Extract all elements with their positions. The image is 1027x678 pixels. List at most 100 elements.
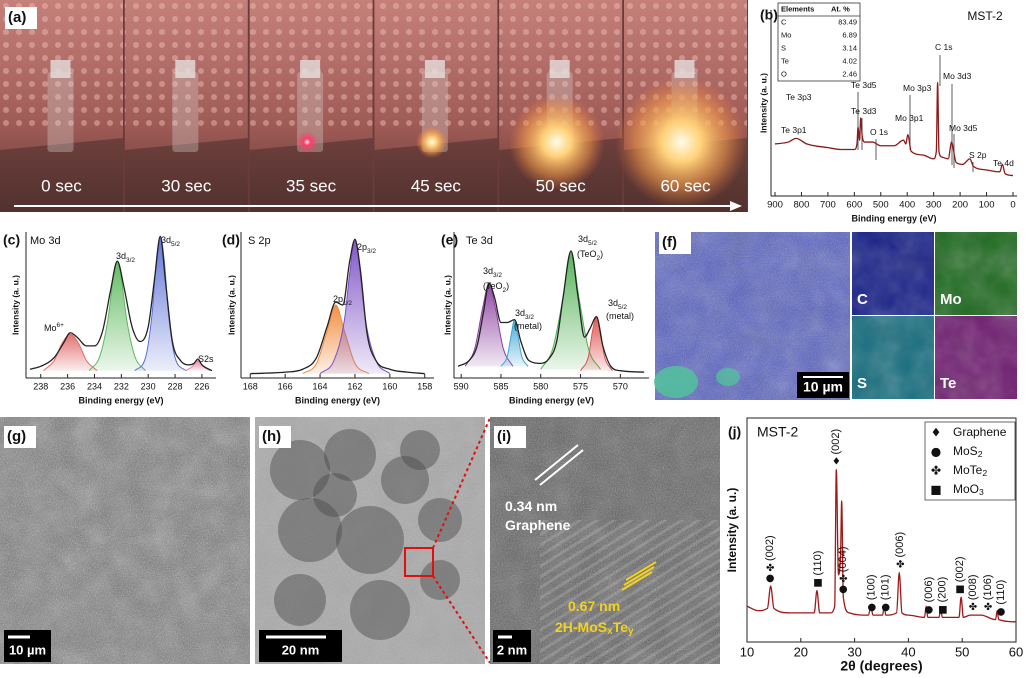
peak-marker: ● (997, 607, 1006, 618)
panel-label: (i) (497, 428, 511, 445)
subscript: 5/2 (588, 240, 597, 247)
text-part: Te 4d (993, 158, 1014, 168)
x-tick-label: 580 (533, 381, 548, 391)
text-part: 3d (161, 235, 171, 245)
legend-frame (924, 421, 1016, 501)
plot-frame (746, 417, 1017, 643)
time-label: 50 sec (536, 176, 587, 195)
legend-label: MoO3 (953, 482, 984, 497)
peak-annotation: 3d5/2 (578, 234, 597, 246)
subscript: x (607, 626, 613, 637)
text-part: S2s (198, 354, 214, 364)
text-part: MoTe (953, 463, 983, 477)
spectrum-line (746, 468, 1017, 623)
table-cell: S (781, 43, 786, 52)
x-tick-label: 236 (60, 381, 75, 391)
peak-area (185, 360, 210, 371)
peak-area (302, 305, 369, 374)
fringe-marker (621, 571, 653, 591)
x-tick-label: 50 (955, 644, 969, 659)
peak-marker: ✤ (896, 560, 904, 571)
peak-annotation: Mo 3d5 (949, 123, 978, 133)
nanoparticle (381, 456, 429, 504)
x-axis-label: Binding energy (eV) (78, 395, 163, 405)
peak-area (320, 239, 390, 374)
text-part: 0.34 nm (505, 498, 557, 514)
text-part: Mo 3d5 (949, 123, 978, 133)
subscript: 3 (979, 487, 984, 497)
peak-label: (200) (937, 577, 949, 603)
peak-annotation: O 1s (870, 127, 888, 137)
panel-label-box (494, 426, 526, 448)
peak-marker: ■ (938, 604, 947, 615)
x-tick-label: 500 (873, 200, 889, 211)
x-tick-label: 400 (899, 200, 915, 211)
glow (415, 126, 448, 158)
peak-annotation: 3d5/2 (608, 298, 627, 310)
nanoparticle (278, 498, 342, 562)
peak-label: (002) (830, 429, 842, 455)
panel-label-box (259, 426, 291, 448)
text-part: ) (506, 281, 509, 291)
chart-title: Te 3d (466, 235, 493, 247)
peak-annotation: (metal) (606, 311, 634, 321)
x-tick-label: 164 (313, 381, 328, 391)
peak-annotation: Mo 3p1 (895, 113, 924, 123)
peak-label: (002) (764, 535, 776, 561)
time-label: 35 sec (286, 176, 337, 195)
peak-marker: ✤ (766, 563, 774, 574)
time-label: 45 sec (411, 176, 462, 195)
x-tick-label: 100 (979, 200, 995, 211)
text-part: Te 3d3 (851, 106, 877, 116)
x-tick-label: 232 (114, 381, 129, 391)
peak-label: (006) (894, 532, 906, 558)
x-axis-label: Binding energy (eV) (851, 213, 936, 223)
peak-label: (101) (880, 574, 892, 600)
nanoparticle (313, 473, 357, 517)
vial-cap (50, 60, 71, 78)
scale-bar-label: 10 µm (9, 642, 46, 657)
subscript: y (628, 626, 634, 637)
x-tick-label: 585 (493, 381, 508, 391)
peak-annotation: Mo 3p3 (903, 83, 932, 93)
peak-marker: ● (881, 602, 890, 613)
text-part: Te 3p1 (781, 125, 807, 135)
superscript: 6+ (57, 322, 65, 329)
map-label: C (857, 291, 868, 308)
x-tick-label: 900 (767, 200, 783, 211)
peak-annotation: Te 3d5 (851, 80, 877, 90)
map-texture (935, 232, 1017, 315)
peak-annotation: Mo6+ (44, 322, 64, 334)
y-axis-label: Intensity (a. u.) (10, 275, 20, 335)
x-tick-label: 162 (347, 381, 362, 391)
peak-marker: ● (839, 584, 848, 595)
text-part: O 1s (870, 127, 888, 137)
green-patch (716, 368, 740, 386)
peak-annotation: 3d5/2 (161, 235, 180, 247)
x-axis-label: Binding energy (eV) (509, 395, 594, 405)
text-part: MoS (953, 444, 978, 458)
spectrum-line (29, 235, 213, 372)
text-part: Graphene (953, 425, 1007, 439)
nanoparticle (418, 498, 462, 542)
panel-label: (b) (760, 7, 778, 23)
table-header: Elements (781, 4, 814, 13)
subscript: 3/2 (126, 257, 135, 264)
table-cell: Mo (781, 30, 791, 39)
nanoparticle (420, 560, 460, 600)
peak-annotation: Te 3d3 (851, 106, 877, 116)
text-part: 3d (578, 234, 588, 244)
peak-area (134, 236, 186, 371)
arrow-head (730, 201, 742, 211)
nanoparticle (400, 430, 440, 470)
nanoparticle (274, 574, 326, 626)
peak-label: (002) (954, 557, 966, 583)
text-part: 0.67 nm (568, 598, 620, 614)
legend-marker: ♦ (931, 426, 942, 440)
table-cell: 6.89 (842, 30, 857, 39)
panel-label-box (659, 232, 691, 254)
vial-cap (549, 60, 570, 78)
time-label: 30 sec (161, 176, 212, 195)
text-part: Mo 3d3 (943, 71, 972, 81)
panel-label: (c) (3, 232, 20, 248)
